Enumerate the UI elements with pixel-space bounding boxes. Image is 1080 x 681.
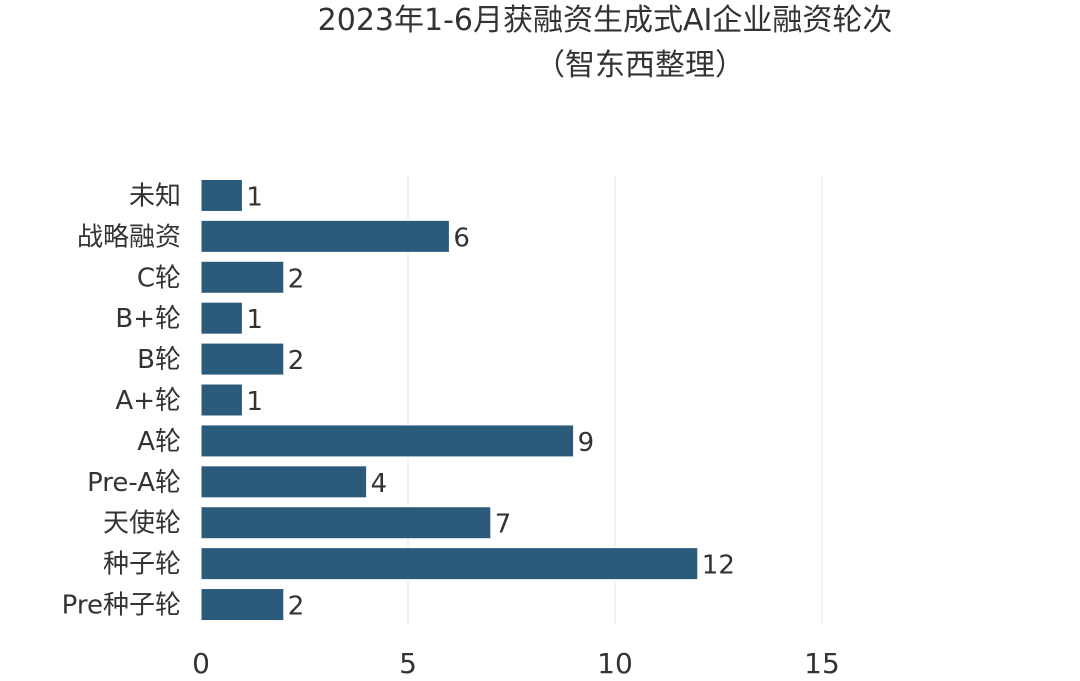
x-tick-labels: 0 5 10 15 [192, 647, 840, 680]
value-label: 9 [578, 428, 595, 458]
x-tick-label: 0 [192, 647, 210, 680]
chart-title: 2023年1-6月获融资生成式AI企业融资轮次 [318, 3, 893, 38]
bar [200, 301, 243, 335]
category-label: 天使轮 [103, 509, 181, 539]
bar [200, 465, 368, 499]
bar [200, 506, 492, 540]
bar [200, 383, 243, 417]
value-label: 2 [288, 592, 305, 622]
bars [200, 178, 699, 622]
x-tick-label: 5 [399, 647, 417, 680]
category-label: Pre种子轮 [62, 591, 181, 621]
value-label: 1 [246, 387, 263, 417]
value-label: 2 [288, 346, 305, 376]
x-tick-label: 10 [597, 647, 633, 680]
x-tick-label: 15 [804, 647, 840, 680]
chart-subtitle: （智东西整理） [535, 48, 745, 83]
category-label: Pre-A轮 [87, 468, 181, 498]
category-label: A轮 [137, 427, 181, 457]
bar [200, 260, 285, 294]
value-label: 4 [371, 469, 388, 499]
category-label: C轮 [137, 263, 181, 293]
value-label: 12 [702, 551, 735, 581]
category-label: A+轮 [115, 386, 181, 416]
category-label: B+轮 [115, 304, 181, 334]
value-label: 1 [246, 305, 263, 335]
bar [200, 424, 575, 458]
bar [200, 342, 285, 376]
value-label: 2 [288, 264, 305, 294]
bar [200, 588, 285, 622]
category-label: 战略融资 [77, 222, 181, 252]
value-label: 6 [453, 223, 470, 253]
bar [200, 178, 243, 212]
bar [200, 219, 450, 253]
category-label: 种子轮 [103, 550, 181, 580]
value-label: 7 [495, 510, 512, 540]
value-label: 1 [246, 182, 263, 212]
category-label: 未知 [129, 181, 181, 211]
bar [200, 547, 699, 581]
category-label: B轮 [137, 345, 181, 375]
